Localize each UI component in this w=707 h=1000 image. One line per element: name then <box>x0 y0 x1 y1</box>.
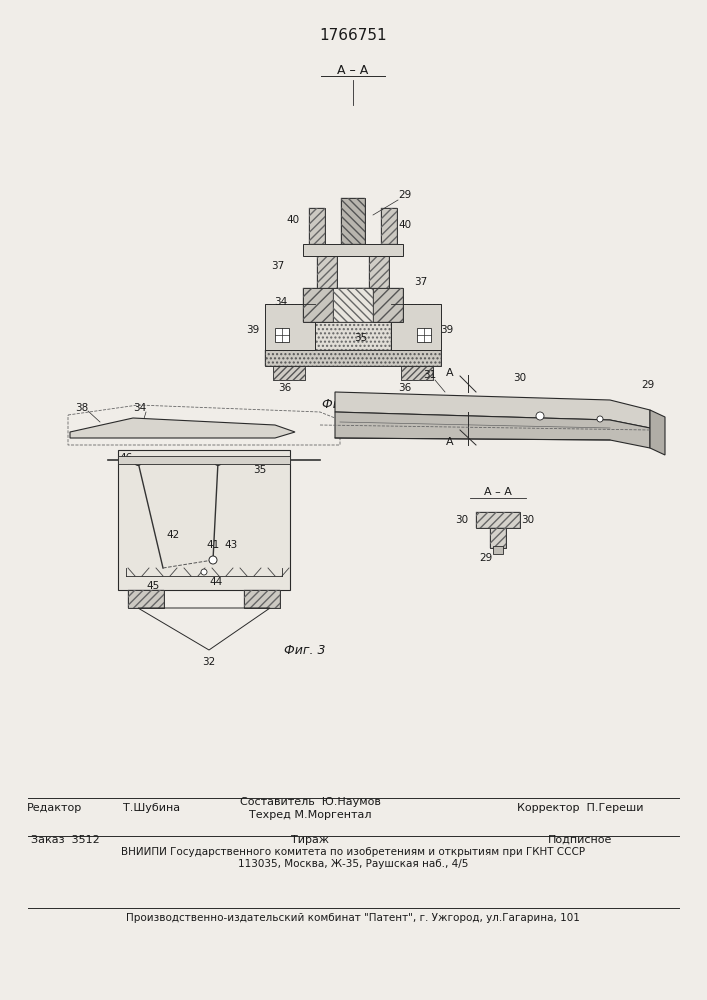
Polygon shape <box>335 392 650 428</box>
Circle shape <box>209 556 217 564</box>
Bar <box>315 322 391 350</box>
Bar <box>417 328 431 342</box>
Text: Редактор: Редактор <box>28 803 83 813</box>
Bar <box>476 512 520 528</box>
Text: 30: 30 <box>513 373 527 383</box>
Text: 42: 42 <box>166 530 180 540</box>
Bar <box>275 328 289 342</box>
Text: Тираж: Тираж <box>291 835 329 845</box>
Circle shape <box>597 416 603 422</box>
Bar <box>118 456 290 464</box>
Bar <box>391 304 441 350</box>
Polygon shape <box>650 410 665 455</box>
Bar <box>381 208 397 244</box>
Bar <box>265 350 441 366</box>
Bar <box>401 366 433 380</box>
Text: 35: 35 <box>253 465 267 475</box>
Text: 30: 30 <box>455 515 469 525</box>
Text: Подписное: Подписное <box>548 835 612 845</box>
Text: 34: 34 <box>134 403 146 413</box>
Bar <box>303 288 403 322</box>
Text: 44: 44 <box>209 577 223 587</box>
Text: 29: 29 <box>398 190 411 200</box>
Bar <box>128 590 164 608</box>
Text: А: А <box>446 368 454 378</box>
Text: Составитель  Ю.Наумов: Составитель Ю.Наумов <box>240 797 380 807</box>
Text: 37: 37 <box>271 261 285 271</box>
Text: Фиг. 3: Фиг. 3 <box>284 644 326 656</box>
Text: Корректор  П.Гереши: Корректор П.Гереши <box>517 803 643 813</box>
Bar <box>309 208 325 244</box>
Bar <box>341 198 365 244</box>
Bar <box>317 256 337 288</box>
Text: А – А: А – А <box>484 487 512 497</box>
Bar <box>273 366 305 380</box>
Text: 43: 43 <box>224 540 238 550</box>
Bar <box>317 256 337 288</box>
Bar <box>303 288 403 322</box>
Bar <box>309 208 325 244</box>
Circle shape <box>214 458 221 466</box>
Text: 39: 39 <box>440 325 454 335</box>
Bar <box>476 512 520 528</box>
Bar <box>128 590 164 608</box>
Circle shape <box>536 412 544 420</box>
Text: 39: 39 <box>246 325 259 335</box>
Text: 36: 36 <box>279 383 291 393</box>
Text: 113035, Москва, Ж-35, Раушская наб., 4/5: 113035, Москва, Ж-35, Раушская наб., 4/5 <box>238 859 468 869</box>
Bar <box>369 256 389 288</box>
Text: ВНИИПИ Государственного комитета по изобретениям и открытиям при ГКНТ СССР: ВНИИПИ Государственного комитета по изоб… <box>121 847 585 857</box>
Text: 29: 29 <box>641 380 655 390</box>
Text: Т.Шубина: Т.Шубина <box>124 803 180 813</box>
Text: Заказ  3512: Заказ 3512 <box>30 835 100 845</box>
Text: 35: 35 <box>354 333 368 343</box>
Bar <box>273 366 305 380</box>
Bar <box>265 350 441 366</box>
Text: 37: 37 <box>414 277 428 287</box>
Text: Производственно-издательский комбинат "Патент", г. Ужгород, ул.Гагарина, 101: Производственно-издательский комбинат "П… <box>126 913 580 923</box>
Bar <box>490 528 506 548</box>
Text: 32: 32 <box>202 657 216 667</box>
Bar <box>265 304 315 350</box>
Circle shape <box>201 569 207 575</box>
Text: Техред М.Моргентал: Техред М.Моргентал <box>249 810 371 820</box>
Text: 45: 45 <box>146 581 160 591</box>
Text: 40: 40 <box>286 215 300 225</box>
Text: Фиг. 7: Фиг. 7 <box>322 398 363 412</box>
Polygon shape <box>335 412 650 448</box>
Bar <box>244 590 280 608</box>
Bar <box>369 256 389 288</box>
Circle shape <box>134 458 141 466</box>
Bar <box>333 288 373 322</box>
Text: 29: 29 <box>479 553 493 563</box>
Text: 41: 41 <box>206 540 220 550</box>
Text: 40: 40 <box>399 220 411 230</box>
Bar <box>303 244 403 256</box>
Text: 46: 46 <box>119 453 133 463</box>
Text: 34: 34 <box>274 297 288 307</box>
Bar <box>381 208 397 244</box>
Bar <box>401 366 433 380</box>
Bar <box>315 322 391 350</box>
Text: 1766751: 1766751 <box>319 27 387 42</box>
Text: 31: 31 <box>423 370 437 380</box>
Bar <box>493 546 503 554</box>
Bar <box>341 198 365 244</box>
Bar <box>333 288 373 322</box>
Polygon shape <box>70 418 295 438</box>
Text: А: А <box>446 437 454 447</box>
Text: 30: 30 <box>522 515 534 525</box>
Bar <box>244 590 280 608</box>
Text: 36: 36 <box>398 383 411 393</box>
Bar <box>118 450 290 590</box>
Bar <box>490 528 506 548</box>
Text: А – А: А – А <box>337 64 368 77</box>
Text: 38: 38 <box>76 403 88 413</box>
